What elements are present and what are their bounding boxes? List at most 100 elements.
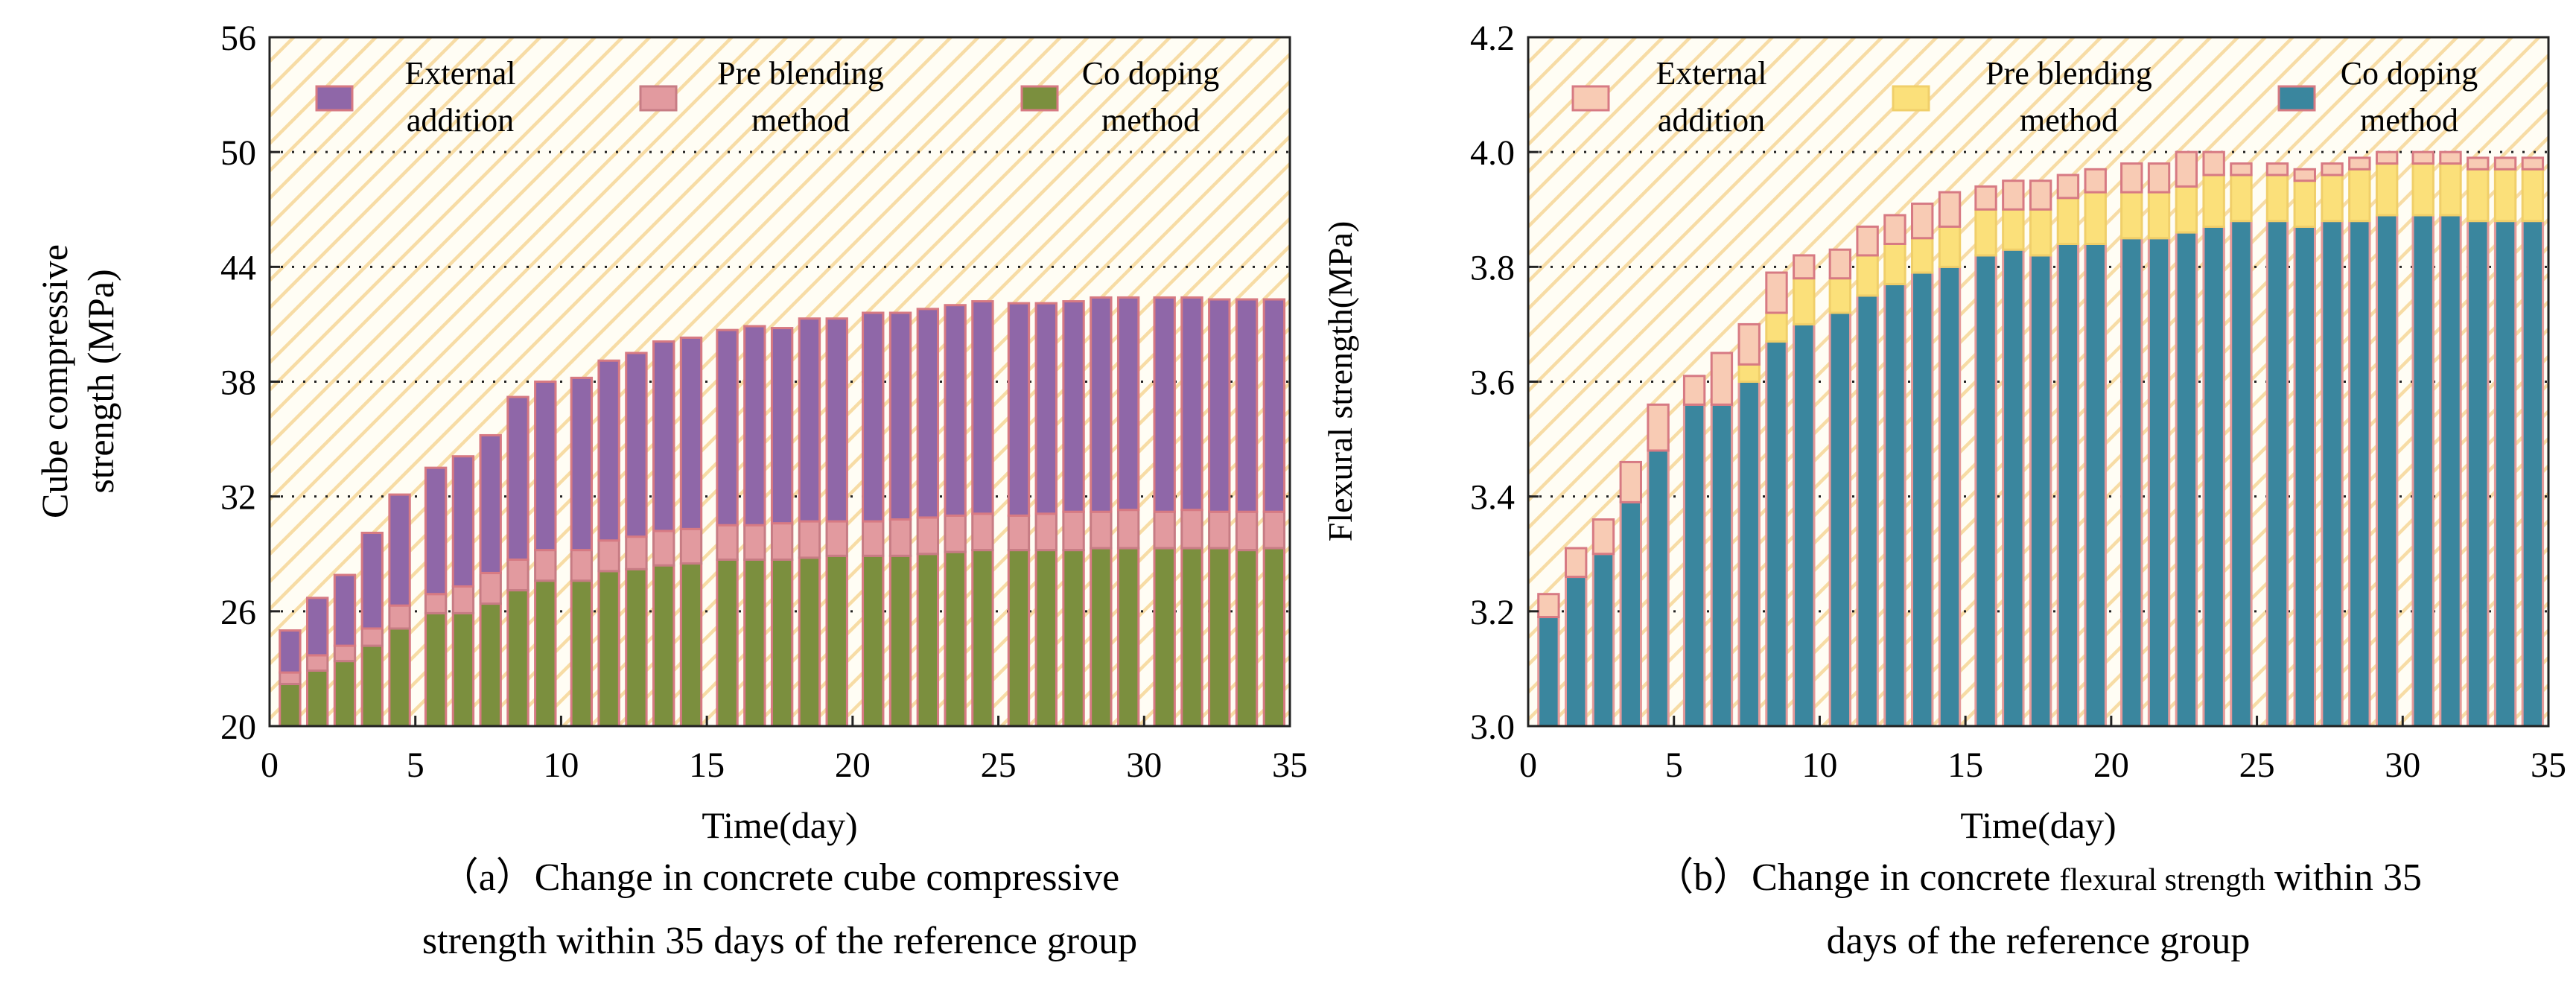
bar-co-doping-method bbox=[1235, 549, 1259, 728]
bar-external-addition bbox=[1682, 375, 1706, 406]
bar-co-doping-method bbox=[625, 567, 648, 728]
bar-external-addition bbox=[388, 493, 411, 607]
chart-a-caption-line1: （a）Change in concrete cube compressive bbox=[440, 856, 1120, 899]
bar-external-addition bbox=[2439, 150, 2462, 165]
chart-a-ylabel-line1: Cube compressive bbox=[34, 244, 75, 518]
chart-a-xlabel: Time(day) bbox=[702, 804, 857, 846]
bar-external-addition bbox=[1116, 296, 1140, 512]
plot-b-ticks: 3.0 3.2 3.4 3.6 3.8 4.0 4.2 0 5 10 15 20 25 30 35 bbox=[1470, 19, 2566, 785]
bar-co-doping-method bbox=[2230, 220, 2253, 728]
y-tick-label: 50 bbox=[220, 133, 256, 173]
bar-external-addition bbox=[279, 629, 302, 674]
bar-pre-blending-method bbox=[360, 627, 384, 647]
bar-co-doping-method bbox=[679, 562, 703, 728]
x-tick-label: 0 bbox=[1519, 745, 1537, 785]
bar-pre-blending-method bbox=[2084, 191, 2107, 245]
bar-co-doping-method bbox=[2202, 225, 2225, 728]
bar-external-addition bbox=[798, 317, 821, 523]
x-tick-label: 0 bbox=[261, 745, 279, 785]
bar-external-addition bbox=[424, 466, 448, 596]
bar-pre-blending-method bbox=[1153, 510, 1176, 550]
bar-pre-blending-method bbox=[2467, 168, 2490, 223]
bar-co-doping-method bbox=[2348, 220, 2371, 728]
bar-co-doping-method bbox=[2120, 237, 2143, 728]
bar-co-doping-method bbox=[2321, 220, 2344, 728]
bar-co-doping-method bbox=[1619, 500, 1642, 728]
bar-external-addition bbox=[2411, 150, 2435, 165]
bar-external-addition bbox=[1765, 271, 1788, 314]
x-tick-label: 15 bbox=[689, 745, 725, 785]
legend-b-external-line1: External bbox=[1656, 55, 1766, 92]
bar-pre-blending-method bbox=[1793, 277, 1816, 325]
bar-co-doping-method bbox=[279, 682, 302, 728]
bar-co-doping-method bbox=[944, 550, 967, 728]
bar-co-doping-method bbox=[1828, 311, 1852, 728]
bar-co-doping-method bbox=[1737, 381, 1761, 728]
legend-a-codoping-line2: method bbox=[1101, 102, 1200, 139]
bar-external-addition bbox=[716, 328, 739, 527]
bar-co-doping-method bbox=[2056, 243, 2080, 728]
chart-b-caption-end: within 35 bbox=[2274, 856, 2422, 899]
bar-co-doping-method bbox=[1007, 549, 1031, 728]
bar-co-doping-method bbox=[1591, 553, 1615, 728]
bar-external-addition bbox=[1828, 248, 1852, 280]
y-tick-label: 56 bbox=[220, 19, 256, 58]
bar-pre-blending-method bbox=[1208, 510, 1231, 550]
legend-a-preblending-line2: method bbox=[751, 102, 850, 139]
bar-co-doping-method bbox=[716, 558, 739, 728]
bar-pre-blending-method bbox=[625, 535, 648, 570]
bar-pre-blending-method bbox=[1090, 510, 1113, 550]
bar-co-doping-method bbox=[1062, 549, 1085, 728]
bar-external-addition bbox=[570, 376, 594, 552]
bar-co-doping-method bbox=[360, 644, 384, 728]
bar-external-addition bbox=[2084, 168, 2107, 194]
bar-external-addition bbox=[1591, 518, 1615, 556]
bar-co-doping-method bbox=[1090, 547, 1113, 728]
bar-pre-blending-method bbox=[1883, 243, 1906, 285]
bar-external-addition bbox=[1262, 298, 1286, 513]
x-tick-label: 30 bbox=[1126, 745, 1162, 785]
x-tick-label: 35 bbox=[2531, 745, 2566, 785]
bar-pre-blending-method bbox=[388, 604, 411, 630]
bar-external-addition bbox=[743, 325, 766, 527]
bar-co-doping-method bbox=[597, 570, 620, 728]
bar-external-addition bbox=[971, 300, 994, 515]
bar-external-addition bbox=[2321, 162, 2344, 177]
x-tick-label: 20 bbox=[2093, 745, 2129, 785]
bar-co-doping-method bbox=[652, 564, 675, 728]
bar-co-doping-method bbox=[424, 611, 448, 728]
y-tick-label: 3.4 bbox=[1470, 478, 1515, 518]
x-tick-label: 25 bbox=[2239, 745, 2275, 785]
bar-external-addition bbox=[2147, 162, 2171, 194]
legend-b-preblending-line2: method bbox=[2020, 102, 2118, 139]
x-tick-label: 35 bbox=[1272, 745, 1308, 785]
bar-pre-blending-method bbox=[2147, 191, 2171, 240]
x-tick-label: 15 bbox=[1947, 745, 1983, 785]
chart-b-ylabel: Flexural strength(MPa) bbox=[1321, 221, 1359, 542]
bar-pre-blending-method bbox=[451, 585, 475, 614]
legend-a-preblending-swatch bbox=[639, 85, 678, 112]
x-tick-label: 10 bbox=[1801, 745, 1837, 785]
bar-external-addition bbox=[2202, 150, 2225, 177]
plot-a-bars bbox=[279, 296, 1286, 728]
bar-co-doping-method bbox=[1856, 294, 1879, 728]
chart-b-caption-mid: flexural strength bbox=[2060, 863, 2265, 897]
bar-co-doping-method bbox=[2265, 220, 2289, 728]
bar-external-addition bbox=[916, 308, 940, 519]
bar-external-addition bbox=[944, 304, 967, 517]
bar-external-addition bbox=[2056, 174, 2080, 200]
bar-pre-blending-method bbox=[888, 518, 912, 557]
bar-external-addition bbox=[1153, 296, 1176, 513]
bar-co-doping-method bbox=[1208, 547, 1231, 728]
bar-pre-blending-method bbox=[2056, 197, 2080, 246]
bar-external-addition bbox=[1856, 225, 1879, 257]
x-tick-label: 25 bbox=[981, 745, 1017, 785]
bar-pre-blending-method bbox=[1116, 509, 1140, 550]
bar-pre-blending-method bbox=[1974, 208, 1997, 257]
bar-pre-blending-method bbox=[534, 549, 557, 582]
bar-pre-blending-method bbox=[506, 558, 529, 592]
bar-co-doping-method bbox=[506, 589, 529, 728]
bar-pre-blending-method bbox=[597, 539, 620, 573]
bar-external-addition bbox=[679, 336, 703, 530]
bar-external-addition bbox=[625, 352, 648, 538]
